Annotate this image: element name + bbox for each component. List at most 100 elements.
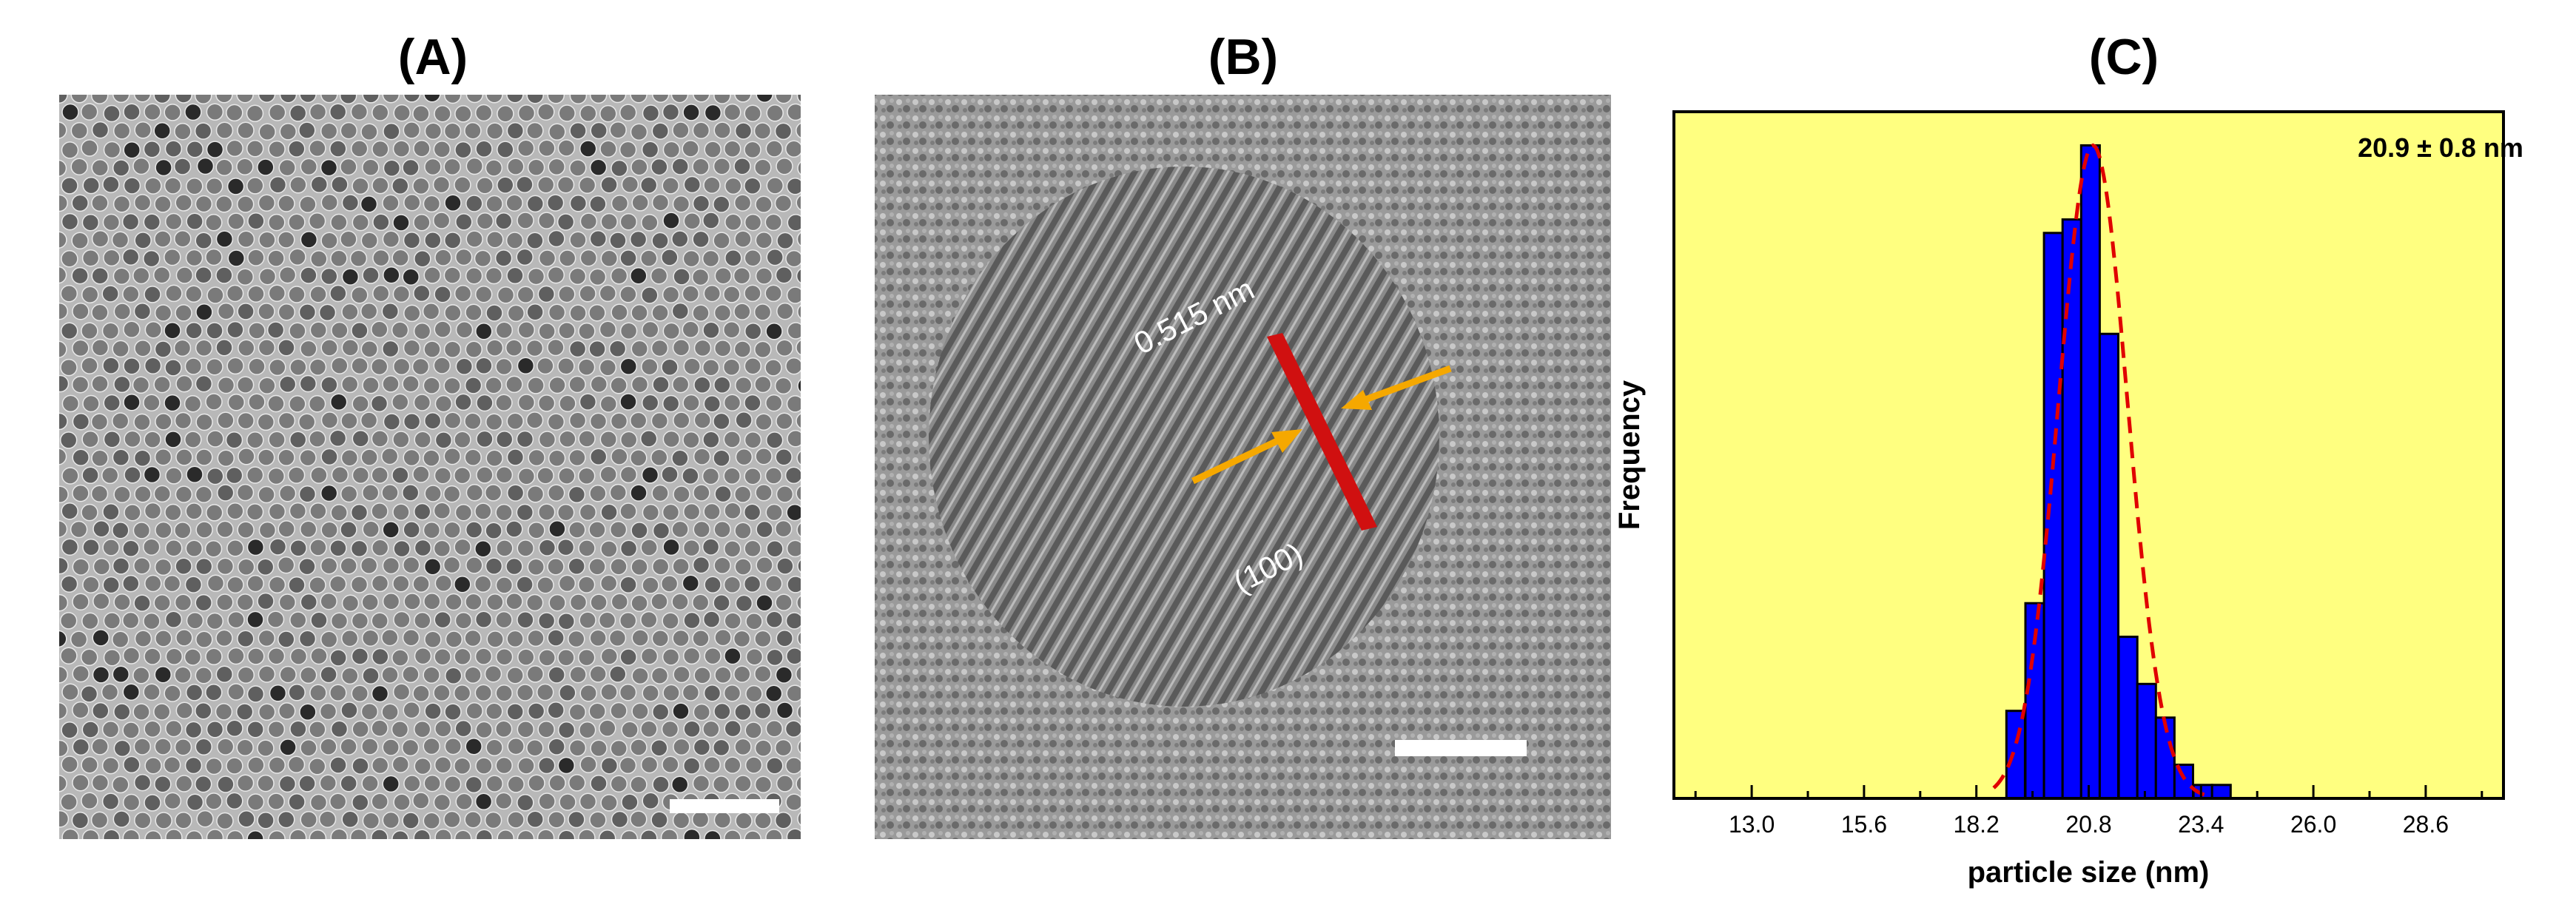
nanoparticle: [227, 647, 245, 665]
nanoparticle: [320, 592, 337, 610]
nanoparticle: [609, 121, 627, 139]
nanoparticle: [112, 810, 131, 828]
nanoparticle: [485, 95, 503, 104]
nanoparticle: [206, 574, 225, 593]
nanoparticle: [382, 556, 400, 575]
nanoparticle: [756, 95, 773, 104]
nanoparticle: [784, 720, 801, 738]
nanoparticle: [744, 104, 761, 122]
nanoparticle: [516, 576, 534, 593]
nanoparticle: [382, 375, 400, 393]
nanoparticle: [102, 175, 120, 193]
nanoparticle: [691, 810, 710, 829]
nanoparticle: [226, 357, 244, 375]
nanoparticle: [776, 302, 794, 320]
nanoparticle: [785, 357, 801, 375]
nanoparticle: [257, 812, 275, 829]
nanoparticle: [464, 412, 482, 430]
nanoparticle: [134, 339, 152, 357]
nanoparticle: [549, 847, 565, 864]
nanoparticle: [59, 448, 67, 465]
nanoparticle: [548, 593, 566, 612]
nanoparticle: [526, 485, 545, 503]
nanoparticle: [226, 320, 244, 339]
nanoparticle: [340, 230, 357, 248]
nanoparticle: [184, 103, 202, 121]
nanoparticle: [527, 702, 545, 720]
nanoparticle: [444, 847, 460, 864]
gaussian-fit-curve: [1992, 143, 2208, 798]
nanoparticle: [505, 232, 524, 249]
nanoparticle: [796, 595, 801, 610]
nanoparticle: [754, 775, 773, 793]
nanoparticle: [609, 483, 628, 502]
nanoparticle: [650, 267, 668, 285]
nanoparticle: [671, 593, 689, 610]
nanoparticle: [505, 375, 523, 394]
nanoparticle: [310, 175, 329, 194]
nanoparticle: [505, 339, 523, 357]
nanoparticle: [723, 394, 741, 411]
nanoparticle: [268, 576, 286, 594]
nanoparticle: [134, 121, 152, 139]
nanoparticle: [712, 775, 730, 793]
nanoparticle: [186, 141, 204, 158]
nanoparticle: [393, 104, 411, 122]
nanoparticle: [774, 738, 793, 757]
nanoparticle: [424, 847, 440, 864]
nanoparticle: [642, 320, 659, 339]
nanoparticle: [310, 466, 328, 484]
nanoparticle: [619, 393, 637, 411]
nanoparticle: [559, 394, 576, 412]
nanoparticle: [443, 95, 462, 104]
panel-a-label: (A): [397, 29, 468, 85]
nanoparticle: [578, 721, 596, 739]
nanoparticle: [289, 502, 307, 520]
nanoparticle: [629, 411, 648, 430]
nanoparticle: [424, 630, 442, 648]
nanoparticle: [506, 630, 524, 648]
nanoparticle: [237, 630, 255, 648]
nanoparticle: [506, 121, 525, 140]
nanoparticle: [682, 684, 700, 701]
nanoparticle: [289, 720, 307, 738]
nanoparticle: [712, 738, 730, 757]
nanoparticle: [352, 429, 370, 448]
nanoparticle: [382, 811, 400, 829]
nanoparticle: [744, 394, 761, 412]
nanoparticle: [808, 176, 824, 192]
nanoparticle: [279, 665, 297, 684]
nanoparticle: [755, 195, 773, 213]
nanoparticle: [434, 755, 452, 774]
nanoparticle: [670, 95, 689, 104]
nanoparticle: [702, 249, 720, 268]
nanoparticle: [320, 556, 338, 575]
nanoparticle: [505, 557, 523, 576]
nanoparticle: [568, 849, 585, 865]
nanoparticle: [548, 774, 566, 792]
nanoparticle: [443, 521, 461, 539]
nanoparticle: [101, 720, 120, 738]
nanoparticle: [320, 95, 338, 104]
nanoparticle: [589, 412, 608, 431]
nanoparticle: [341, 194, 360, 212]
nanoparticle: [206, 357, 223, 376]
nanoparticle: [258, 123, 276, 141]
nanoparticle: [434, 104, 451, 123]
nanoparticle: [465, 230, 483, 248]
nanoparticle: [454, 285, 472, 303]
nanoparticle: [796, 847, 813, 864]
nanoparticle: [650, 739, 668, 757]
nanoparticle: [735, 812, 753, 829]
nanoparticle: [382, 95, 400, 104]
nanoparticle: [568, 375, 586, 394]
nanoparticle: [797, 379, 801, 393]
nanoparticle: [610, 701, 628, 720]
nanoparticle: [330, 504, 348, 522]
nanoparticle: [352, 793, 369, 812]
nanoparticle: [650, 411, 669, 430]
nanoparticle: [300, 340, 317, 358]
nanoparticle: [525, 339, 544, 357]
nanoparticle: [796, 413, 801, 429]
nanoparticle: [93, 519, 110, 538]
